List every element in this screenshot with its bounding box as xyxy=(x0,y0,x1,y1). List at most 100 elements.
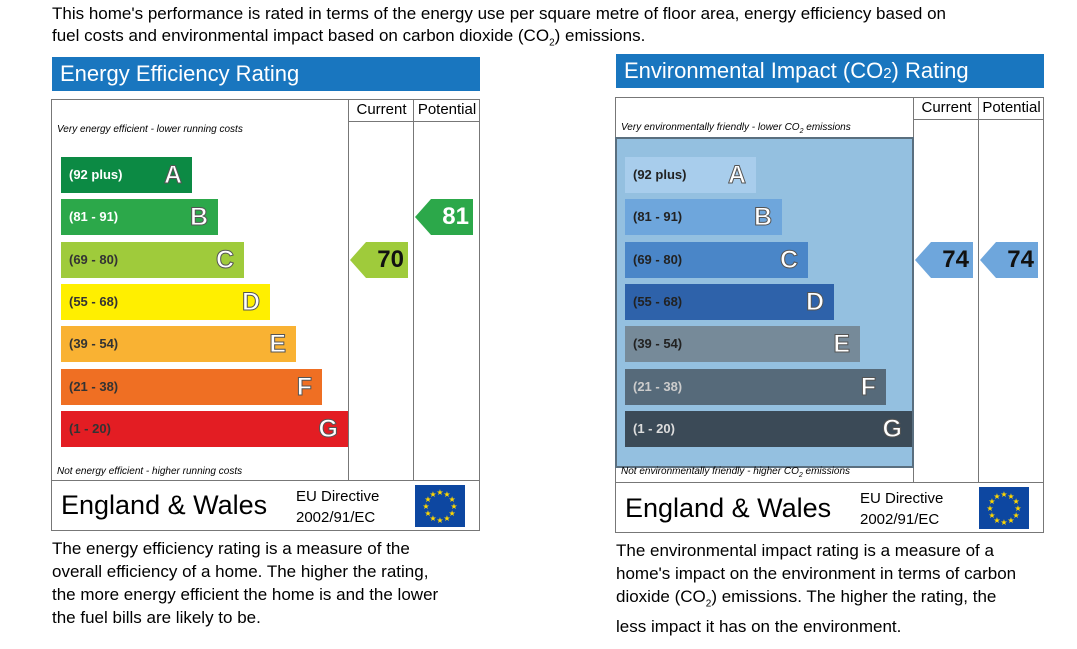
environment-current-header: Current xyxy=(913,97,979,120)
eu-star-icon: ★ xyxy=(424,509,431,518)
environment-bottom-note-subscript: 2 xyxy=(798,472,803,479)
eu-star-icon: ★ xyxy=(1013,511,1020,520)
intro-text: This home's performance is rated in term… xyxy=(52,3,1062,54)
eu-star-icon: ★ xyxy=(1007,516,1014,525)
energy-directive-line-2: 2002/91/EC xyxy=(296,509,376,526)
environment-band-e: (39 - 54) E xyxy=(625,326,860,363)
environment-band-range-label: (69 - 80) xyxy=(633,251,683,267)
energy-top-note: Very energy efficient - lower running co… xyxy=(57,124,243,135)
energy-band-range-label: (55 - 68) xyxy=(69,293,119,309)
energy-band-d: (55 - 68) D xyxy=(61,283,270,320)
eu-star-icon: ★ xyxy=(429,514,436,523)
energy-bottom-note: Not energy efficient - higher running co… xyxy=(57,466,243,477)
eu-star-icon: ★ xyxy=(988,497,995,506)
energy-potential-rating-arrow: 81 xyxy=(415,199,473,236)
energy-description: The energy efficiency rating is a measur… xyxy=(52,537,492,629)
environment-description-line-3-text: dioxide (CO xyxy=(616,587,706,606)
eu-star-icon: ★ xyxy=(449,509,456,518)
environment-description-line-3-end: ) emissions. The higher the rating, the xyxy=(711,587,997,606)
environment-band-letter: B xyxy=(753,203,772,232)
environment-bottom-note-text: Not environmentally friendly - higher CO xyxy=(621,466,799,477)
environment-band-letter: E xyxy=(833,330,851,359)
eu-star-icon: ★ xyxy=(1000,518,1007,527)
eu-star-icon: ★ xyxy=(1007,492,1014,501)
eu-stars-icon: ★ ★★★★★★★★★★★ xyxy=(986,490,1021,527)
energy-description-line-4: the fuel bills are likely to be. xyxy=(52,608,261,627)
eu-stars-icon: ★ ★★★★★★★★★★★ xyxy=(422,488,457,525)
environment-band-letter: A xyxy=(727,161,746,190)
environment-band-c: (69 - 80) C xyxy=(625,241,808,278)
environment-description-line-2: home's impact on the environment in term… xyxy=(616,564,1017,583)
energy-potential-rating-arrow-shape xyxy=(415,199,473,236)
eu-star-icon: ★ xyxy=(988,511,995,520)
environment-band-letter: F xyxy=(860,372,876,401)
energy-current-header: Current xyxy=(348,99,414,122)
environment-band-a: (92 plus) A xyxy=(625,157,756,193)
environment-current-rating-arrow: 74 xyxy=(915,241,973,278)
energy-band-letter: G xyxy=(318,414,338,443)
eu-flag-icon: ★ ★ ★ ★ ★ ★ ★ ★ ★ ★ ★ ★ xyxy=(978,486,1030,530)
eu-star-icon: ★ xyxy=(1014,504,1021,513)
energy-band-e: (39 - 54) E xyxy=(61,326,296,363)
environment-band-letter: G xyxy=(882,414,902,443)
energy-band-letter: D xyxy=(241,287,260,316)
energy-band-c: (69 - 80) C xyxy=(61,241,244,278)
environment-band-range-label: (21 - 38) xyxy=(633,378,683,394)
energy-potential-header: Potential xyxy=(413,99,480,122)
energy-current-rating-arrow: 70 xyxy=(350,241,408,278)
environment-chart-title: Environmental Impact (CO2) Rating xyxy=(616,54,1044,88)
environment-bottom-note-end: emissions xyxy=(802,466,851,477)
environment-band-range-label: (1 - 20) xyxy=(633,420,675,436)
environment-band-d: (55 - 68) D xyxy=(625,283,834,320)
environment-divider-potential xyxy=(978,97,979,483)
energy-current-rating-arrow-value: 70 xyxy=(377,245,404,273)
environment-footer-region: England & Wales xyxy=(625,493,832,523)
eu-star-icon: ★ xyxy=(450,502,457,511)
energy-band-letter: E xyxy=(269,330,287,359)
energy-band-range-label: (1 - 20) xyxy=(69,420,111,436)
eu-star-icon: ★ xyxy=(436,516,443,525)
environment-band-range-label: (92 plus) xyxy=(633,167,687,182)
eu-star-icon: ★ xyxy=(1013,497,1020,506)
energy-band-range-label: (92 plus) xyxy=(69,167,123,182)
energy-description-line-2: overall efficiency of a home. The higher… xyxy=(52,562,429,581)
eu-star-icon: ★ xyxy=(986,504,993,513)
energy-directive-line-1: EU Directive xyxy=(296,488,380,505)
eu-star-icon: ★ xyxy=(993,516,1000,525)
environment-band-b: (81 - 91) B xyxy=(625,199,782,236)
environment-description-line-1: The environmental impact rating is a mea… xyxy=(616,541,994,560)
eu-star-icon: ★ xyxy=(1000,490,1007,499)
environment-band-letter: C xyxy=(779,245,798,274)
environment-description-subscript: 2 xyxy=(705,598,712,610)
energy-band-range-label: (39 - 54) xyxy=(69,336,119,352)
environment-footer-divider xyxy=(615,482,1044,483)
energy-current-rating-arrow-shape xyxy=(350,241,408,278)
environment-band-f: (21 - 38) F xyxy=(625,368,886,405)
environment-band-letter: D xyxy=(805,287,824,316)
energy-divider-potential xyxy=(413,99,414,481)
eu-star-icon: ★ xyxy=(424,495,431,504)
environment-top-note-end: emissions xyxy=(803,122,851,133)
energy-band-letter: C xyxy=(215,245,234,274)
environment-current-rating-arrow-shape xyxy=(915,241,973,278)
energy-band-b: (81 - 91) B xyxy=(61,199,218,236)
environment-bottom-note: Not environmentally friendly - higher CO… xyxy=(621,466,850,479)
energy-potential-rating-arrow-value: 81 xyxy=(442,203,469,231)
environment-band-range-label: (81 - 91) xyxy=(633,209,683,225)
environment-band-g: (1 - 20) G xyxy=(625,410,912,447)
energy-band-f: (21 - 38) F xyxy=(61,368,322,405)
environment-description: The environmental impact rating is a mea… xyxy=(616,539,1066,638)
environment-band-range-label: (55 - 68) xyxy=(633,293,683,309)
eu-star-icon: ★ xyxy=(993,492,1000,501)
energy-band-letter: B xyxy=(189,203,208,232)
energy-footer-directive: EU Directive 2002/91/EC xyxy=(296,486,379,528)
energy-description-line-1: The energy efficiency rating is a measur… xyxy=(52,539,410,558)
energy-band-a: (92 plus) A xyxy=(61,157,192,193)
environment-description-line-3: dioxide (CO2) emissions. The higher the … xyxy=(616,585,1066,615)
environment-footer-directive: EU Directive 2002/91/EC xyxy=(860,488,943,530)
intro-line-2-text: fuel costs and environmental impact base… xyxy=(52,26,550,45)
energy-description-line-3: the more energy efficient the home is an… xyxy=(52,585,439,604)
environment-directive-line-1: EU Directive xyxy=(860,490,944,507)
environment-current-rating-arrow-value: 74 xyxy=(942,245,969,273)
eu-flag-icon: ★ ★ ★ ★ ★ ★ ★ ★ ★ ★ ★ ★ xyxy=(414,484,466,528)
